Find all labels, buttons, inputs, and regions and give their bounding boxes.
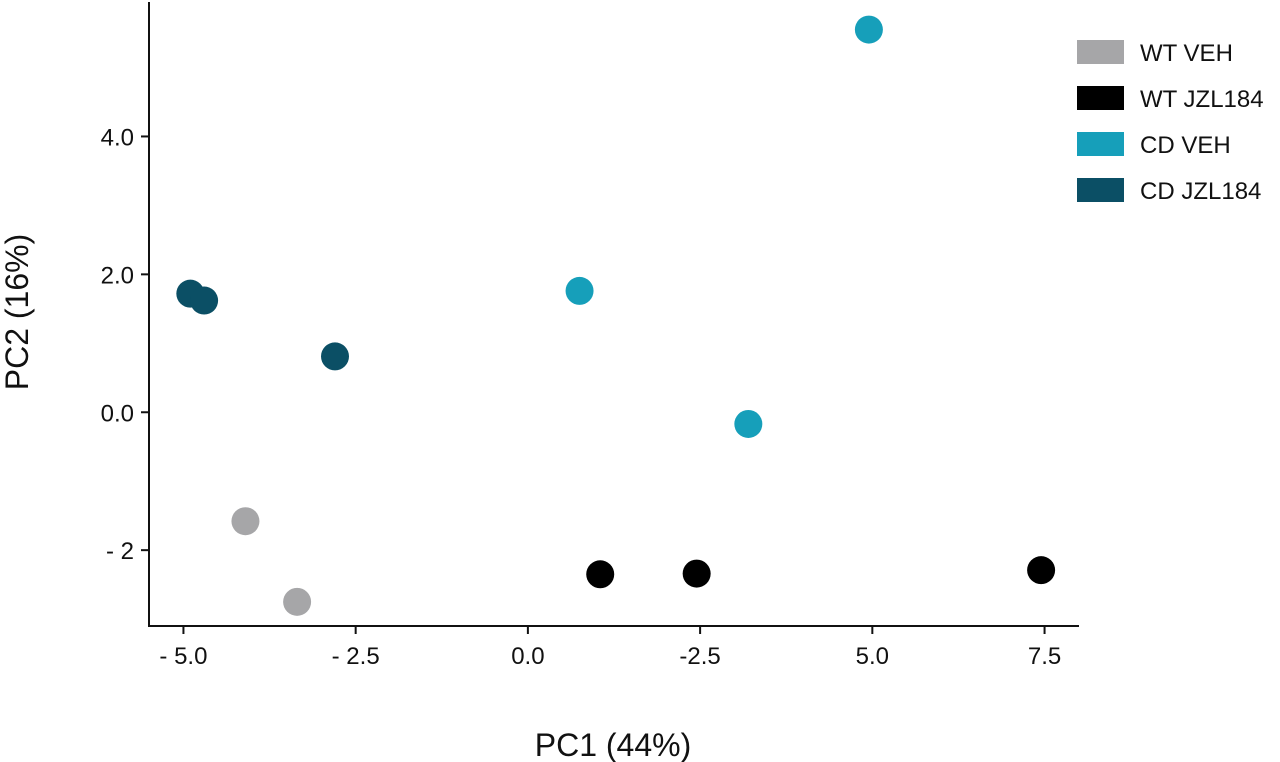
legend-label-cd-jzl184: CD JZL184 xyxy=(1140,178,1261,205)
y-axis-title: PC2 (16%) xyxy=(0,234,35,391)
x-tick-label: 0.0 xyxy=(511,643,544,670)
y-tick-label: 0.0 xyxy=(101,400,134,427)
y-tick-label: 4.0 xyxy=(101,124,134,151)
legend-label-wt-veh: WT VEH xyxy=(1140,40,1233,67)
data-point-cd-veh xyxy=(854,15,883,44)
data-point-wt-veh xyxy=(283,587,312,616)
legend-label-wt-jzl184: WT JZL184 xyxy=(1140,86,1264,113)
legend-swatch-cd-jzl184 xyxy=(1077,178,1124,202)
x-tick-label: 5.0 xyxy=(856,643,889,670)
data-point-wt-jzl184 xyxy=(682,559,711,588)
x-tick-label: 7.5 xyxy=(1028,643,1061,670)
legend: WT VEH WT JZL184 CD VEH CD JZL184 xyxy=(1077,40,1264,205)
data-point-wt-jzl184 xyxy=(1027,556,1056,585)
legend-swatch-wt-veh xyxy=(1077,40,1124,64)
y-tick-label: 2.0 xyxy=(101,262,134,289)
x-tick-label: - 2.5 xyxy=(332,643,380,670)
x-tick-label: - 5.0 xyxy=(159,643,207,670)
legend-swatch-cd-veh xyxy=(1077,132,1124,156)
x-axis-title: PC1 (44%) xyxy=(535,727,692,762)
y-tick-label: - 2 xyxy=(106,538,134,565)
legend-label-cd-veh: CD VEH xyxy=(1140,132,1231,159)
axes xyxy=(148,2,1079,627)
y-axis-ticks: 4.0 2.0 0.0 - 2 xyxy=(101,124,149,565)
data-point-cd-veh xyxy=(734,409,763,438)
legend-swatch-wt-jzl184 xyxy=(1077,86,1124,110)
x-tick-label: -2.5 xyxy=(679,643,720,670)
data-point-cd-veh xyxy=(565,276,594,305)
data-point-cd-jzl184 xyxy=(190,286,219,315)
data-point-wt-veh xyxy=(231,507,260,536)
data-point-cd-jzl184 xyxy=(321,342,349,371)
data-points xyxy=(176,15,1056,616)
x-axis-ticks: - 5.0 - 2.5 0.0 -2.5 5.0 7.5 xyxy=(159,626,1061,670)
data-point-wt-jzl184 xyxy=(586,560,615,589)
